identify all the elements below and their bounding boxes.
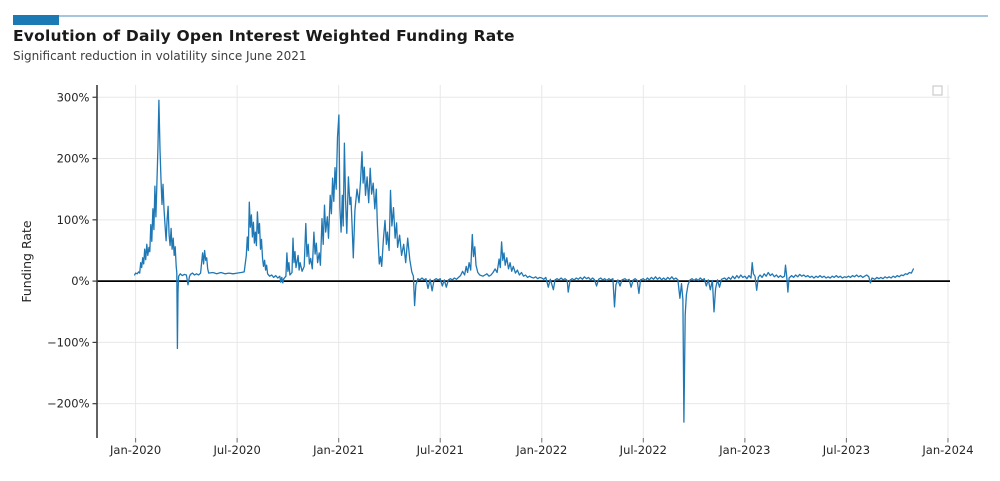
- chart-title: Evolution of Daily Open Interest Weighte…: [13, 27, 515, 45]
- x-tick-label: Jul-2020: [212, 443, 260, 457]
- legend-box: [932, 85, 943, 96]
- y-tick-label: 0%: [71, 274, 89, 288]
- accent-bar: [13, 15, 59, 25]
- y-tick-label: −200%: [47, 397, 90, 411]
- chart-subtitle: Significant reduction in volatility sinc…: [13, 49, 307, 63]
- y-axis-title: Funding Rate: [19, 220, 34, 303]
- funding-rate-series-line: [133, 99, 915, 423]
- x-tick-label: Jan-2023: [718, 443, 770, 457]
- y-tick-label: 100%: [57, 213, 90, 227]
- x-tick-label: Jul-2021: [416, 443, 464, 457]
- y-tick-label: 200%: [57, 152, 90, 166]
- funding-rate-chart: 300% 200% 100% 0% −100% −200% Jan-2020 Jul-2020…: [19, 85, 974, 457]
- y-tick-label: 300%: [57, 90, 90, 104]
- y-tick-label: −100%: [47, 335, 90, 349]
- x-tick-label: Jan-2022: [515, 443, 567, 457]
- x-tick-label: Jul-2023: [822, 443, 870, 457]
- x-tick-label: Jul-2022: [619, 443, 667, 457]
- x-tick-label: Jan-2020: [109, 443, 161, 457]
- x-tick-label: Jan-2024: [921, 443, 973, 457]
- accent-line: [13, 15, 988, 17]
- x-tick-label: Jan-2021: [312, 443, 364, 457]
